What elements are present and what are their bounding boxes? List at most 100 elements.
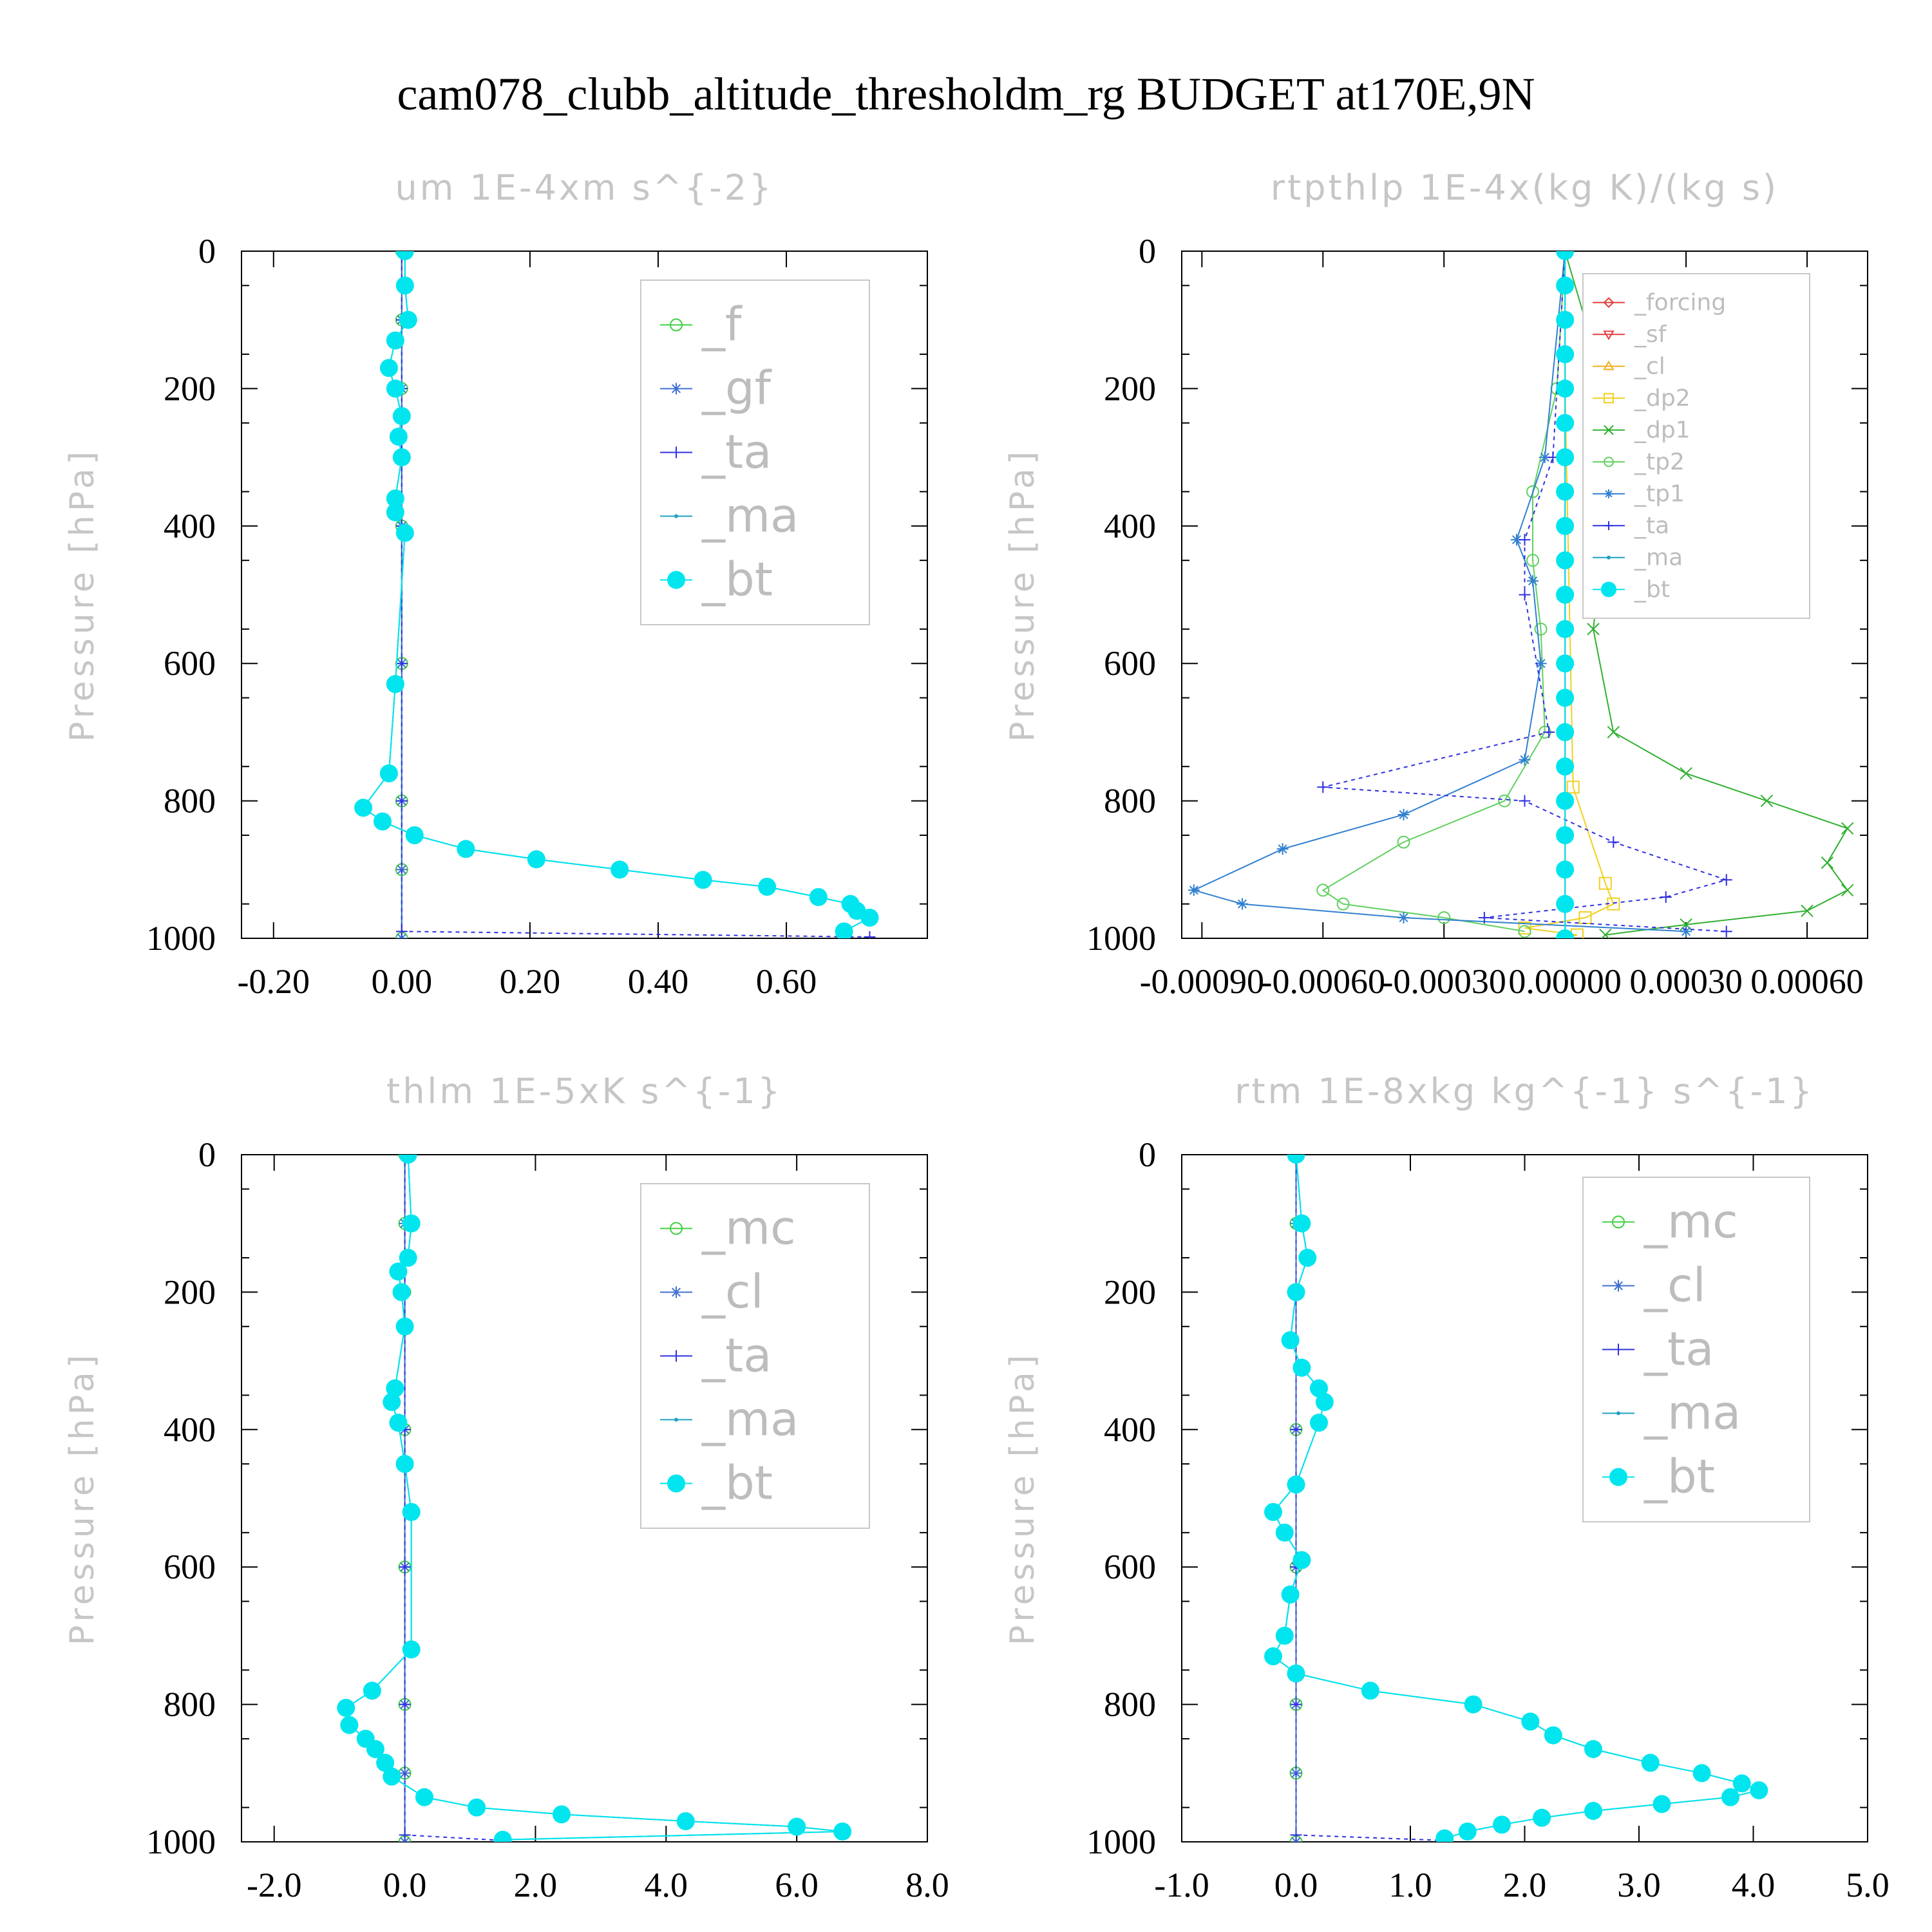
x-tick-label: 1.0 bbox=[1388, 1866, 1432, 1904]
data-point bbox=[833, 1822, 852, 1841]
y-tick-label: 1000 bbox=[146, 919, 216, 958]
data-point bbox=[1556, 688, 1575, 707]
data-point bbox=[1397, 808, 1410, 820]
legend-label: _cl bbox=[1634, 354, 1665, 380]
panel-title: rtpthlp 1E-4x(kg K)/(kg s) bbox=[1271, 167, 1779, 208]
data-point bbox=[386, 675, 404, 694]
data-point bbox=[1287, 1283, 1305, 1302]
data-point bbox=[1535, 658, 1547, 670]
legend-label: _ma bbox=[1634, 545, 1683, 571]
data-point bbox=[1316, 884, 1330, 897]
data-point bbox=[1599, 928, 1612, 938]
data-point bbox=[1841, 822, 1854, 835]
data-point bbox=[809, 887, 828, 906]
chart-panel-3: thlm 1E-5xK s^{-1} Pressure [hPa] 0 200 400 6… bbox=[63, 1071, 949, 1904]
x-tick-label: 0.00000 bbox=[1508, 962, 1622, 1001]
legend-marker bbox=[1601, 582, 1616, 598]
data-point bbox=[354, 799, 373, 817]
data-point bbox=[1290, 1698, 1302, 1710]
data-point bbox=[1556, 826, 1575, 844]
data-point bbox=[392, 1283, 411, 1302]
legend-label: _forcing bbox=[1634, 290, 1726, 316]
panel-title: rtm 1E-8xkg kg^{-1} s^{-1} bbox=[1235, 1071, 1815, 1112]
panel-title: um 1E-4xm s^{-2} bbox=[395, 167, 774, 208]
data-point bbox=[1290, 1829, 1302, 1841]
data-point bbox=[1721, 1788, 1739, 1806]
legend-marker bbox=[670, 1350, 682, 1362]
data-point bbox=[694, 871, 712, 889]
legend-marker bbox=[1607, 555, 1611, 560]
data-point bbox=[1539, 451, 1551, 464]
y-tick-label: 0 bbox=[198, 1135, 216, 1174]
legend-marker bbox=[1604, 457, 1614, 468]
x-tick-label: 0.60 bbox=[756, 962, 817, 1001]
data-point bbox=[1556, 379, 1575, 398]
data-point bbox=[1188, 884, 1200, 896]
legend-marker bbox=[1612, 1215, 1625, 1229]
data-point bbox=[1281, 1585, 1300, 1604]
legend-label: _sf bbox=[1634, 321, 1667, 348]
data-point bbox=[1397, 835, 1410, 849]
legend-marker bbox=[1604, 489, 1613, 498]
legend-marker bbox=[1613, 1280, 1624, 1292]
plot-frame bbox=[241, 251, 928, 939]
x-tick-label: -2.0 bbox=[247, 1866, 301, 1904]
data-point bbox=[402, 1640, 421, 1659]
data-point bbox=[1566, 781, 1580, 794]
data-point bbox=[1556, 413, 1575, 432]
data-point bbox=[1435, 1829, 1454, 1842]
data-point bbox=[1526, 485, 1540, 498]
y-tick-label: 600 bbox=[164, 1548, 216, 1586]
data-point bbox=[553, 1805, 571, 1824]
x-tick-label: 0.00030 bbox=[1629, 962, 1743, 1001]
legend-marker bbox=[667, 571, 685, 589]
data-point bbox=[399, 1249, 417, 1267]
legend: _forcing _sf _cl _dp2 _dp1 _tp2 _tp1 _ta _ma _bt bbox=[1582, 273, 1810, 619]
y-tick-label: 400 bbox=[1104, 1410, 1156, 1449]
data-point bbox=[860, 908, 879, 927]
data-point bbox=[395, 524, 414, 542]
x-tick-label: 0.0 bbox=[1274, 1866, 1318, 1904]
x-tick-label: -0.00060 bbox=[1261, 962, 1385, 1001]
data-point bbox=[389, 428, 408, 446]
legend-label: _bt bbox=[701, 552, 773, 606]
data-point bbox=[392, 448, 411, 467]
data-point bbox=[389, 1414, 408, 1432]
legend-label: _dp2 bbox=[1634, 385, 1690, 412]
data-point bbox=[1598, 876, 1612, 890]
y-tick-label: 200 bbox=[1104, 369, 1156, 408]
y-axis-label: Pressure [hPa] bbox=[1003, 448, 1042, 742]
data-point bbox=[788, 1817, 806, 1836]
data-point bbox=[1533, 1808, 1551, 1827]
data-point bbox=[1660, 891, 1672, 903]
data-point bbox=[1518, 921, 1531, 934]
data-point bbox=[1464, 1695, 1482, 1714]
legend-label: _bt bbox=[1643, 1449, 1715, 1503]
data-point bbox=[1641, 1754, 1660, 1772]
y-tick-label: 200 bbox=[1104, 1273, 1156, 1311]
data-point bbox=[1556, 345, 1575, 364]
legend-label: _bt bbox=[1634, 576, 1670, 603]
chart-panel-1: um 1E-4xm s^{-2} Pressure [hPa] 0 200 400 600… bbox=[63, 167, 928, 1001]
data-point bbox=[1607, 726, 1620, 739]
series-line bbox=[1323, 251, 1729, 933]
legend-label: _mc bbox=[701, 1200, 796, 1255]
figure-title: cam078_clubb_altitude_thresholdm_rg BUDG… bbox=[397, 68, 1535, 120]
legend-marker bbox=[1616, 1411, 1620, 1416]
data-point bbox=[1720, 874, 1732, 886]
data-point bbox=[1521, 1712, 1540, 1731]
legend-marker bbox=[670, 383, 682, 395]
legend-marker bbox=[667, 1474, 685, 1493]
data-point bbox=[1556, 895, 1575, 913]
y-axis-label: Pressure [hPa] bbox=[63, 448, 102, 742]
data-point bbox=[379, 359, 398, 377]
data-point bbox=[399, 1829, 411, 1841]
y-tick-label: 0 bbox=[1139, 232, 1156, 270]
legend-marker bbox=[1604, 521, 1613, 531]
data-point bbox=[1543, 726, 1555, 738]
series-line bbox=[1295, 1155, 1445, 1841]
legend-label: _ta bbox=[701, 1328, 772, 1382]
legend-label: _ma bbox=[701, 488, 799, 542]
series-group bbox=[1188, 251, 1854, 938]
data-point bbox=[379, 764, 398, 782]
